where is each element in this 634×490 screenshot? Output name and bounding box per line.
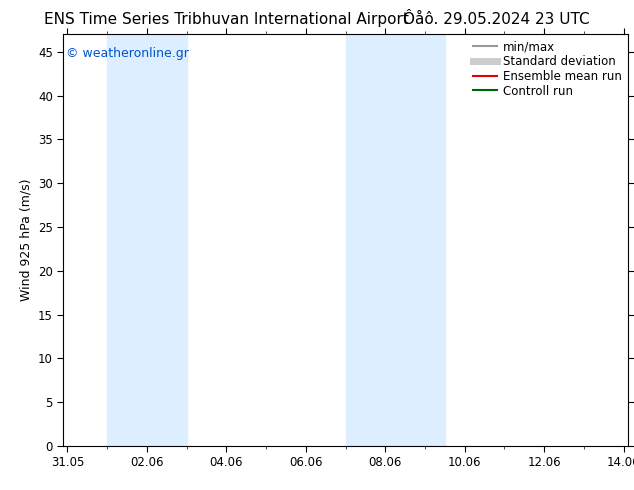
Legend: min/max, Standard deviation, Ensemble mean run, Controll run: min/max, Standard deviation, Ensemble me… — [474, 40, 622, 98]
Bar — [346, 34, 445, 446]
Y-axis label: Wind 925 hPa (m/s): Wind 925 hPa (m/s) — [20, 179, 32, 301]
Text: Ôåô. 29.05.2024 23 UTC: Ôåô. 29.05.2024 23 UTC — [403, 12, 590, 27]
Bar — [107, 34, 186, 446]
Text: ENS Time Series Tribhuvan International Airport: ENS Time Series Tribhuvan International … — [44, 12, 410, 27]
Text: © weatheronline.gr: © weatheronline.gr — [66, 47, 189, 60]
